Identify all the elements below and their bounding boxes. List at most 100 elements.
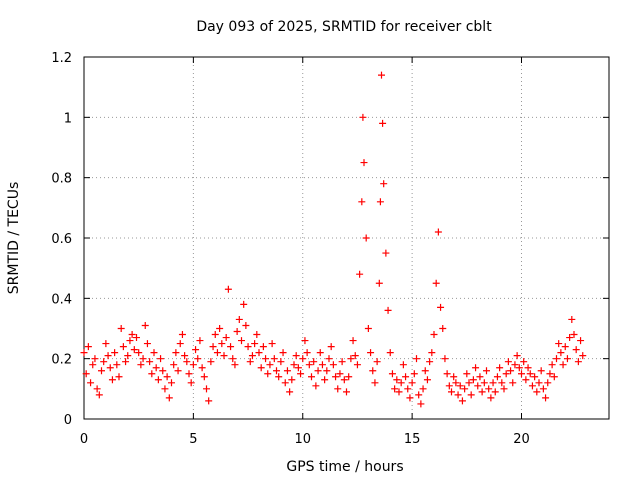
data-point [248, 352, 256, 360]
data-point [308, 373, 315, 381]
data-point [432, 279, 440, 287]
data-point [178, 331, 186, 339]
axis-ticks: 0 0.2 0.4 0.6 0.8 1 1.2 0 5 10 15 20 [51, 51, 609, 447]
x-tick-label: 0 [80, 432, 88, 447]
data-points [80, 71, 587, 408]
y-tick-label: 0 [64, 413, 72, 428]
data-point [542, 394, 550, 402]
data-point [290, 361, 298, 369]
data-point [251, 340, 259, 348]
data-point [329, 361, 337, 369]
data-point [408, 379, 416, 387]
y-tick-label: 0.4 [51, 292, 72, 307]
data-point [498, 379, 506, 387]
data-point [404, 385, 412, 393]
data-point [546, 370, 554, 378]
data-point [399, 361, 407, 369]
data-point [233, 328, 241, 336]
data-point [100, 358, 108, 366]
data-point [135, 349, 143, 357]
data-point [275, 373, 283, 381]
data-point [216, 325, 224, 332]
data-point [445, 382, 453, 390]
data-point [154, 376, 162, 384]
data-point [257, 364, 265, 372]
data-point [283, 367, 291, 375]
data-point [391, 385, 399, 393]
data-point [231, 361, 239, 369]
data-point [406, 394, 414, 402]
data-point [198, 364, 206, 372]
data-point [417, 400, 425, 408]
data-point [395, 388, 403, 396]
data-point [379, 119, 387, 127]
data-point [128, 331, 136, 339]
data-point [524, 364, 532, 372]
data-point [222, 334, 230, 342]
data-point [240, 300, 248, 308]
data-point [500, 385, 508, 393]
data-point [380, 180, 388, 188]
data-point [382, 249, 390, 257]
data-point [480, 379, 488, 387]
data-point [277, 358, 285, 366]
data-point [146, 358, 154, 366]
data-point [176, 340, 184, 348]
data-point [478, 388, 486, 396]
data-point [347, 355, 355, 363]
data-point [95, 391, 103, 399]
data-point [483, 367, 490, 375]
data-point [314, 367, 322, 375]
data-point [353, 361, 361, 369]
data-point [312, 382, 320, 390]
data-point [310, 358, 318, 366]
data-point [115, 373, 123, 381]
data-point [467, 391, 475, 399]
data-point [476, 373, 484, 381]
data-point [318, 361, 326, 369]
gridlines [84, 57, 609, 419]
data-point [113, 361, 121, 369]
data-point [557, 349, 565, 357]
data-point [238, 337, 245, 345]
data-point [526, 370, 534, 378]
data-point [159, 367, 167, 375]
data-point [334, 385, 342, 393]
data-point [511, 361, 519, 369]
data-point [172, 349, 180, 357]
data-point [574, 358, 582, 366]
data-point [533, 388, 541, 396]
data-point [356, 270, 364, 278]
data-point [227, 343, 235, 351]
data-point [325, 355, 333, 363]
data-point [211, 331, 219, 339]
data-point [493, 373, 501, 381]
data-point [321, 376, 329, 384]
data-point [474, 382, 482, 390]
data-point [299, 355, 307, 363]
data-point [559, 361, 567, 369]
data-point [430, 331, 438, 339]
data-point [89, 361, 97, 369]
data-point [82, 370, 90, 378]
data-point [133, 334, 140, 342]
data-point [489, 379, 497, 387]
x-tick-label: 15 [404, 432, 421, 447]
data-point [463, 370, 471, 378]
data-point [563, 355, 571, 363]
data-point [386, 349, 394, 357]
x-axis-label: GPS time / hours [286, 459, 403, 475]
data-point [126, 337, 134, 345]
data-point [273, 367, 280, 375]
data-point [301, 337, 309, 345]
data-point [106, 364, 114, 372]
data-point [220, 352, 228, 360]
data-point [367, 349, 375, 357]
data-point [168, 379, 175, 387]
data-point [207, 358, 215, 366]
data-point [148, 370, 156, 378]
data-point [203, 385, 210, 393]
data-point [572, 346, 580, 354]
data-point [264, 370, 272, 378]
data-point [577, 337, 585, 345]
